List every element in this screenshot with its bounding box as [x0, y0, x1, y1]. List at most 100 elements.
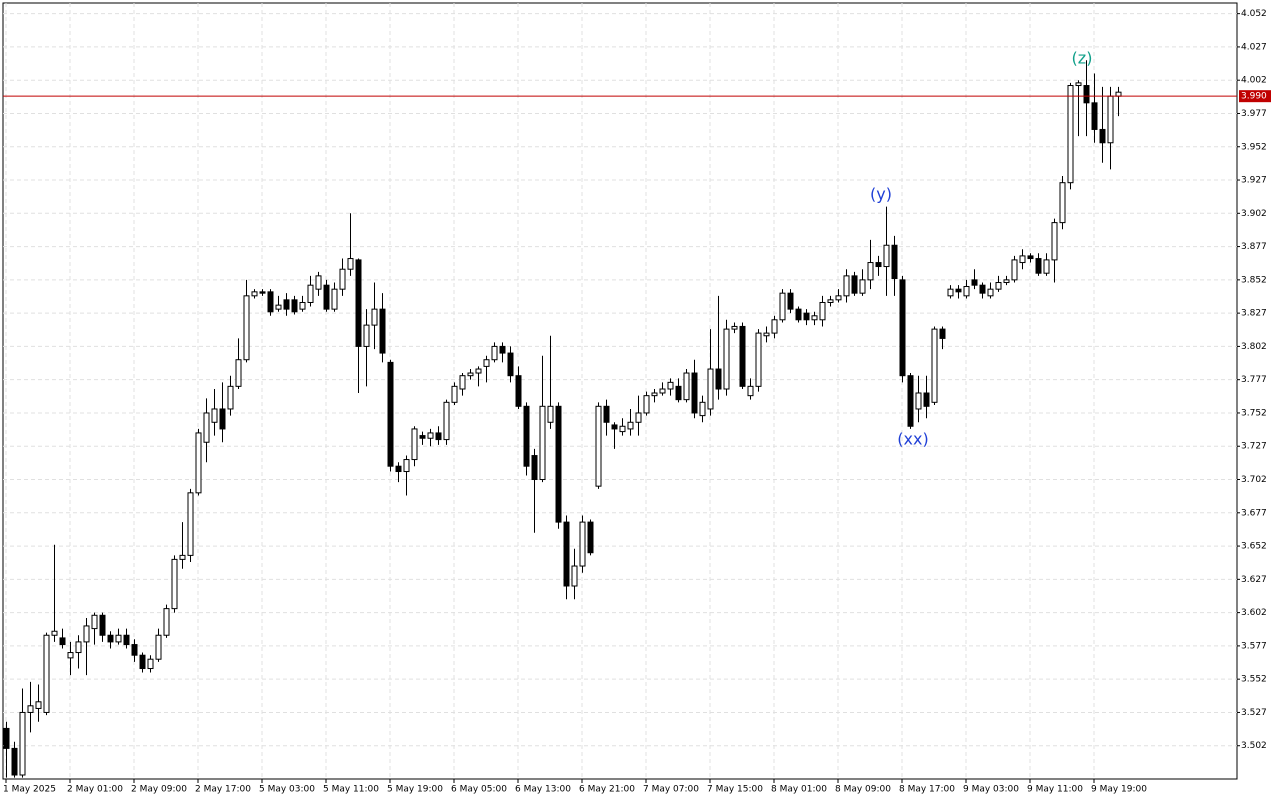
y-tick-label: 4.052	[1241, 9, 1267, 19]
candle-body	[699, 401, 706, 417]
candle-body	[883, 244, 890, 268]
candle-body	[235, 359, 242, 387]
candle-body	[979, 284, 986, 294]
y-tick-label: 3.677	[1241, 508, 1267, 518]
candle-body	[123, 634, 130, 646]
candle-body	[459, 375, 466, 390]
candle-body	[987, 288, 994, 297]
candle-body	[683, 372, 690, 401]
x-tick-label: 8 May 09:00	[835, 785, 891, 795]
candle-body	[99, 614, 106, 636]
candle-body	[203, 412, 210, 443]
y-tick-label: 4.002	[1241, 76, 1267, 86]
candle-body	[1003, 279, 1010, 284]
candle-body	[91, 614, 98, 630]
candle-body	[43, 634, 50, 713]
x-tick-label: 6 May 13:00	[515, 785, 571, 795]
candle-body	[371, 308, 378, 326]
candle-body	[227, 385, 234, 410]
candle-body	[707, 368, 714, 410]
candle-body	[555, 405, 562, 523]
x-tick-label: 2 May 01:00	[67, 785, 123, 795]
candle-body	[667, 381, 674, 390]
candle-body	[643, 395, 650, 414]
x-tick-label: 5 May 19:00	[387, 785, 443, 795]
y-tick-label: 3.502	[1241, 741, 1267, 751]
candle-body	[659, 388, 666, 394]
candle-body	[379, 308, 386, 354]
candle-body	[635, 412, 642, 423]
candle-body	[395, 465, 402, 473]
candle-body	[747, 385, 754, 397]
candle-body	[475, 368, 482, 374]
candle-body	[939, 328, 946, 339]
candle-body	[1115, 91, 1122, 97]
candle-body	[531, 455, 538, 481]
candle-body	[563, 521, 570, 587]
y-tick-label: 3.877	[1241, 242, 1267, 252]
candle-body	[899, 279, 906, 377]
x-tick-label: 5 May 11:00	[323, 785, 379, 795]
candle-body	[435, 432, 442, 441]
candle-body	[795, 308, 802, 321]
x-tick-label: 5 May 03:00	[259, 785, 315, 795]
candle-body	[1059, 182, 1066, 224]
candle-body	[67, 652, 74, 659]
x-tick-label: 7 May 15:00	[707, 785, 763, 795]
y-tick-label: 3.777	[1241, 375, 1267, 385]
candle-body	[739, 325, 746, 387]
y-tick-label: 3.927	[1241, 176, 1267, 186]
candle-body	[1019, 255, 1026, 264]
candle-body	[1027, 255, 1034, 260]
candle-body	[283, 299, 290, 310]
candle-body	[515, 375, 522, 407]
candle-body	[947, 288, 954, 297]
candle-body	[955, 288, 962, 293]
y-tick-label: 3.852	[1241, 275, 1267, 285]
candle-body	[803, 312, 810, 321]
candle-body	[323, 284, 330, 310]
candle-body	[291, 299, 298, 313]
price-tag	[1239, 90, 1271, 103]
y-tick-label: 3.577	[1241, 641, 1267, 651]
candle-body	[963, 286, 970, 297]
candle-body	[139, 654, 146, 670]
candle-body	[651, 392, 658, 397]
wave-label: (z)	[1072, 49, 1093, 68]
candle-body	[331, 288, 338, 310]
candle-body	[1051, 222, 1058, 261]
y-tick-label: 3.827	[1241, 309, 1267, 319]
candle-body	[35, 701, 42, 709]
y-tick-label: 3.627	[1241, 575, 1267, 585]
candle-body	[923, 392, 930, 407]
x-tick-label: 2 May 09:00	[131, 785, 187, 795]
y-tick-label: 3.552	[1241, 675, 1267, 685]
candle-body	[483, 359, 490, 367]
candle-body	[875, 262, 882, 268]
candle-body	[163, 608, 170, 636]
candle-body	[523, 405, 530, 467]
candle-body	[411, 428, 418, 461]
candle-body	[219, 408, 226, 430]
candle-body	[1075, 82, 1082, 87]
y-tick-label: 3.702	[1241, 475, 1267, 485]
candle-body	[1083, 85, 1090, 104]
candle-body	[1107, 95, 1114, 144]
candle-body	[315, 275, 322, 290]
candle-body	[299, 301, 306, 310]
y-tick-label: 3.527	[1241, 708, 1267, 718]
candle-body	[363, 324, 370, 347]
candle-body	[779, 292, 786, 321]
candle-body	[691, 372, 698, 414]
candle-body	[603, 405, 610, 423]
candle-body	[1035, 258, 1042, 274]
candle-body	[1091, 102, 1098, 130]
candle-body	[3, 727, 10, 749]
candle-body	[571, 565, 578, 587]
candle-body	[451, 385, 458, 403]
candle-body	[715, 368, 722, 390]
candle-body	[547, 405, 554, 423]
candle-body	[723, 328, 730, 390]
candle-body	[403, 459, 410, 473]
candle-body	[195, 432, 202, 494]
